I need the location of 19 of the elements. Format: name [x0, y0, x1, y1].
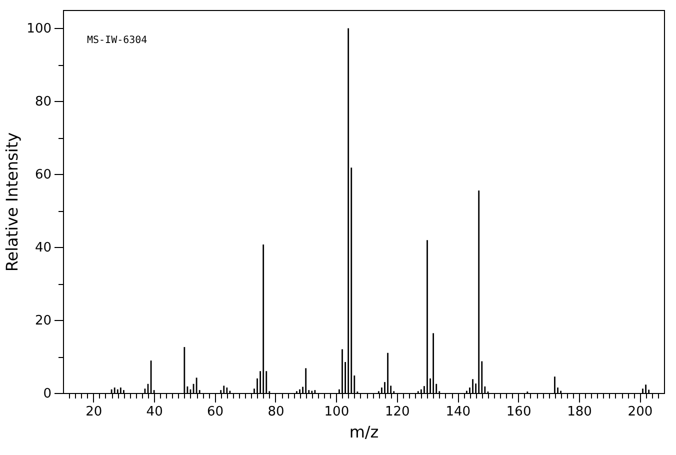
y-tick-label: 0: [43, 386, 52, 402]
x-tick-label: 80: [268, 404, 284, 420]
x-tick-label: 140: [446, 404, 471, 420]
annotation: MS-IW-6304: [87, 35, 148, 46]
y-tick-label: 80: [34, 94, 52, 110]
y-tick-label: 100: [26, 22, 52, 37]
x-tick-label: 160: [506, 404, 532, 420]
x-tick-label: 180: [567, 404, 592, 420]
x-axis-title: m/z: [349, 422, 379, 442]
y-axis-title: Relative Intensity: [2, 132, 22, 272]
x-tick-label: 20: [86, 404, 102, 420]
x-tick-label: 40: [146, 404, 163, 420]
x-tick-label: 200: [628, 404, 653, 420]
x-tick-label: 100: [324, 404, 350, 420]
x-tick-label: 60: [206, 404, 224, 420]
y-tick-label: 20: [34, 314, 52, 329]
y-tick-label: 40: [34, 240, 52, 256]
x-tick-label: 120: [384, 404, 410, 420]
y-tick-label: 60: [34, 168, 52, 183]
